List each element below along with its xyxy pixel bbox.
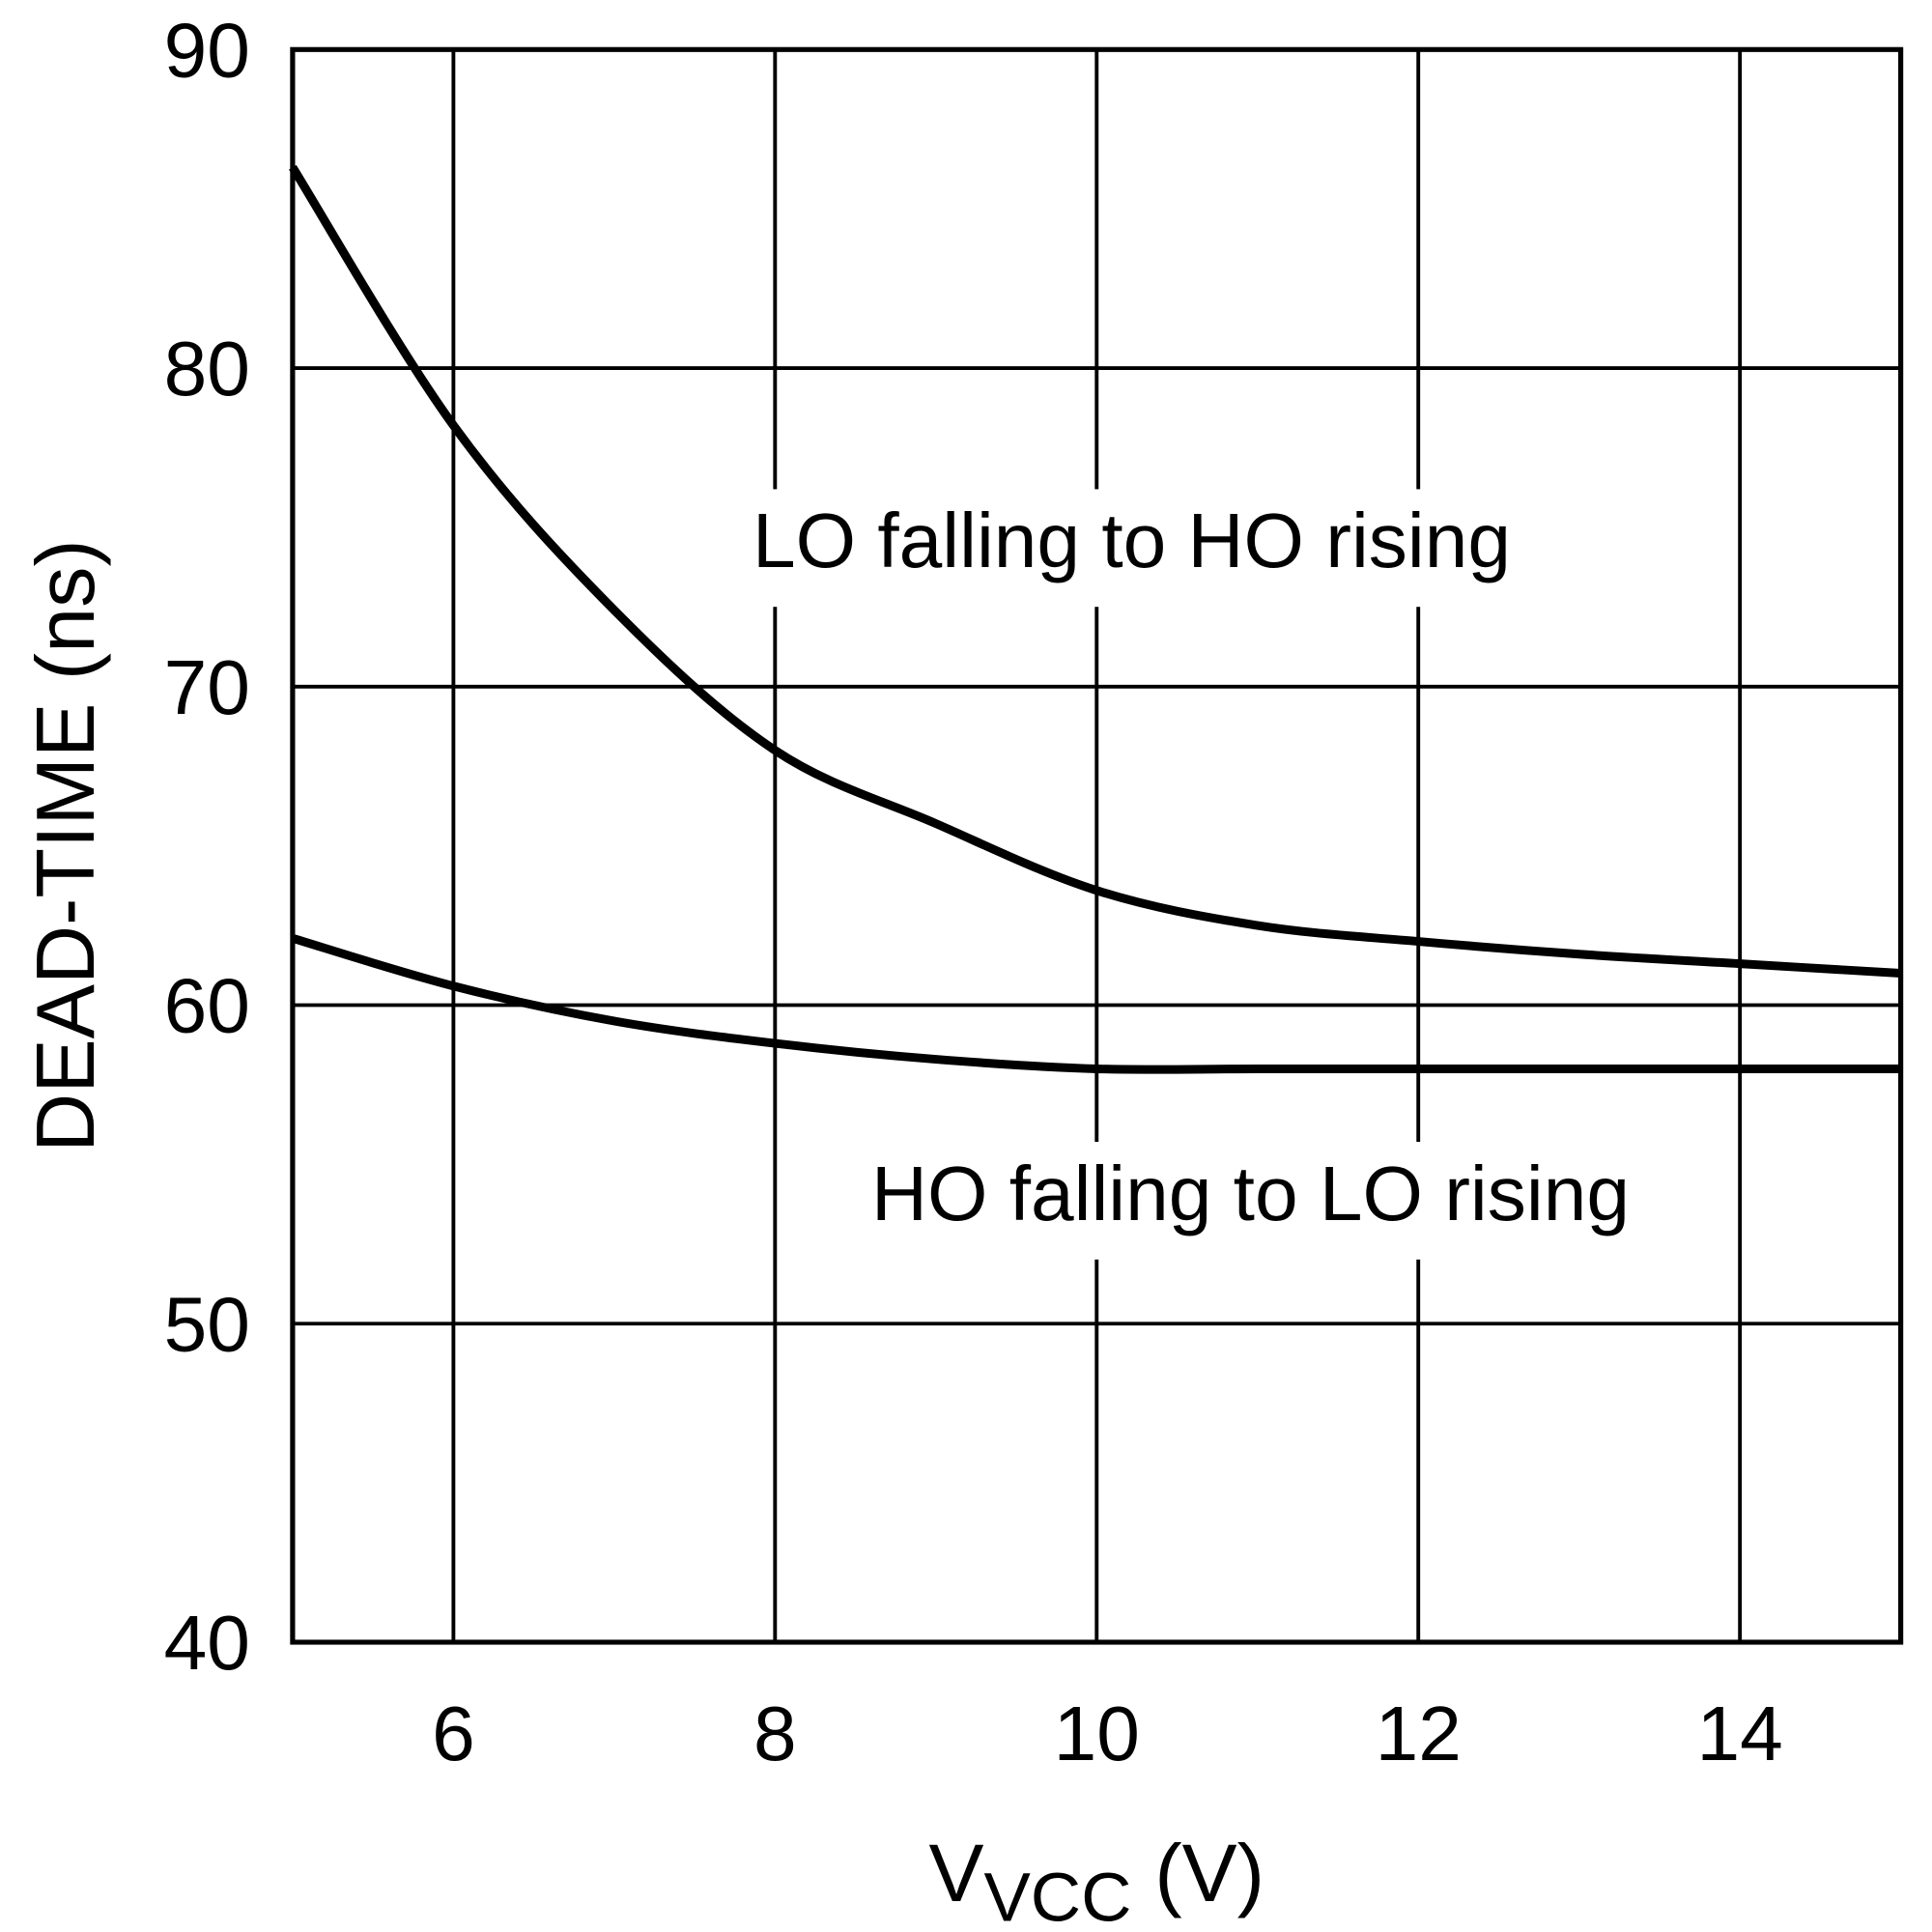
plot-frame bbox=[290, 46, 1904, 1645]
x-tick-label: 6 bbox=[432, 1690, 475, 1776]
grid bbox=[292, 47, 1901, 1644]
y-tick-label: 80 bbox=[164, 327, 250, 412]
y-tick-label: 60 bbox=[164, 963, 250, 1049]
x-tick-label: 10 bbox=[1054, 1690, 1140, 1776]
series-line-0 bbox=[289, 164, 1901, 979]
x-tick-label: 12 bbox=[1376, 1690, 1462, 1776]
annotation-bg bbox=[812, 1142, 1689, 1260]
annotation-lo-falling: LO falling to HO rising bbox=[753, 498, 1511, 584]
tick-labels: 6 8 10 12 14 40 50 60 70 80 90 bbox=[164, 8, 1783, 1776]
x-label-unit: (V) bbox=[1131, 1828, 1264, 1919]
y-tick-label: 70 bbox=[164, 644, 250, 730]
annotation-ho-falling: HO falling to LO rising bbox=[871, 1151, 1630, 1236]
x-label-sub: VCC bbox=[983, 1860, 1131, 1932]
x-label-main: V bbox=[928, 1828, 983, 1919]
annotation-bg bbox=[694, 489, 1570, 608]
y-tick-label: 40 bbox=[164, 1601, 250, 1687]
annotations: LO falling to HO rising HO falling to LO… bbox=[694, 489, 1689, 1260]
series-lines bbox=[289, 164, 1901, 1074]
x-tick-label: 14 bbox=[1697, 1690, 1783, 1776]
x-axis-label: VVCC (V) bbox=[928, 1828, 1264, 1932]
y-tick-label: 50 bbox=[164, 1282, 250, 1368]
x-tick-label: 8 bbox=[753, 1690, 797, 1776]
y-tick-label: 90 bbox=[164, 8, 250, 94]
y-axis-label: DEAD-TIME (ns) bbox=[20, 539, 112, 1152]
series-line-1 bbox=[291, 933, 1901, 1074]
